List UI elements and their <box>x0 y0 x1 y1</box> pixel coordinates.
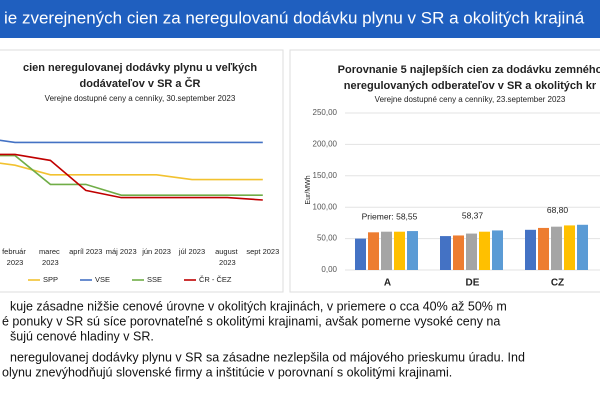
bar <box>453 235 464 270</box>
chart-title: dodávateľov v SR a ČR <box>80 77 201 90</box>
x-tick-label: február 2023 <box>2 247 28 267</box>
bar <box>368 232 379 270</box>
annotation: Priemer: 58,55 <box>362 211 418 221</box>
x-tick-label: DE <box>466 278 480 289</box>
bar <box>551 226 562 270</box>
y-tick-label: 250,00 <box>313 108 338 117</box>
y-tick-label: 200,00 <box>313 140 338 149</box>
chart-subtitle: Verejne dostupné ceny a cenníky, 23.sept… <box>375 95 566 104</box>
body-text: é ponuky v SR sú síce porovnateľné s oko… <box>2 314 500 328</box>
bar <box>479 231 490 270</box>
bar <box>525 229 536 270</box>
body-text: kuje zásadne nižšie cenové úrovne v okol… <box>10 299 507 313</box>
y-axis-label: Eur/MWh <box>305 175 312 204</box>
header-bar <box>0 0 600 38</box>
bar <box>394 231 405 270</box>
left-panel <box>0 49 284 293</box>
x-tick-label: apríl 2023 <box>69 247 102 256</box>
legend-label: VSE <box>95 275 110 284</box>
chart-title: cien neregulovanej dodávky plynu u veľký… <box>23 62 257 74</box>
header-title: ie zverejnených cien za neregulovanú dod… <box>4 8 585 27</box>
line-series <box>0 154 263 196</box>
y-tick-label: 150,00 <box>313 171 338 180</box>
body-text: olynu znevýhodňujú slovenské firmy a inš… <box>2 365 452 379</box>
bar <box>564 225 575 270</box>
bar <box>440 236 451 270</box>
bar <box>466 233 477 270</box>
x-tick-label: marec 2023 <box>39 247 62 267</box>
y-tick-label: 100,00 <box>313 202 338 211</box>
bar <box>381 231 392 270</box>
legend-label: ČR - ČEZ <box>199 275 232 284</box>
bar <box>538 227 549 270</box>
y-tick-label: 0,00 <box>321 265 337 274</box>
bar <box>577 224 588 270</box>
legend-label: SPP <box>43 275 58 284</box>
annotation: 68,80 <box>547 205 569 215</box>
bar <box>492 230 503 270</box>
x-tick-label: CZ <box>551 278 564 289</box>
x-tick-label: A <box>384 278 391 289</box>
chart-title: neregulovaných odberateľov v SR a okolit… <box>344 80 597 92</box>
x-tick-label: júl 2023 <box>178 247 205 256</box>
x-tick-label: máj 2023 <box>106 247 137 256</box>
x-tick-label: sept 2023 <box>246 247 279 256</box>
bar <box>407 231 418 270</box>
chart-subtitle: Verejne dostupné ceny a cenníky, 30.sept… <box>45 94 236 103</box>
line-series <box>0 139 263 144</box>
y-tick-label: 50,00 <box>317 234 338 243</box>
annotation: 58,37 <box>462 211 484 221</box>
x-tick-label: jún 2023 <box>141 247 171 256</box>
line-series <box>0 162 263 181</box>
chart-title: Porovnanie 5 najlepších cien za dodávku … <box>338 64 600 76</box>
line-series <box>0 153 263 201</box>
x-tick-label: august 2023 <box>215 247 240 267</box>
legend-label: SSE <box>147 275 162 284</box>
bar <box>355 238 366 270</box>
body-text: neregulovanej dodávky plynu v SR sa zása… <box>10 350 525 364</box>
body-text: šujú cenové hladiny v SR. <box>10 329 154 343</box>
